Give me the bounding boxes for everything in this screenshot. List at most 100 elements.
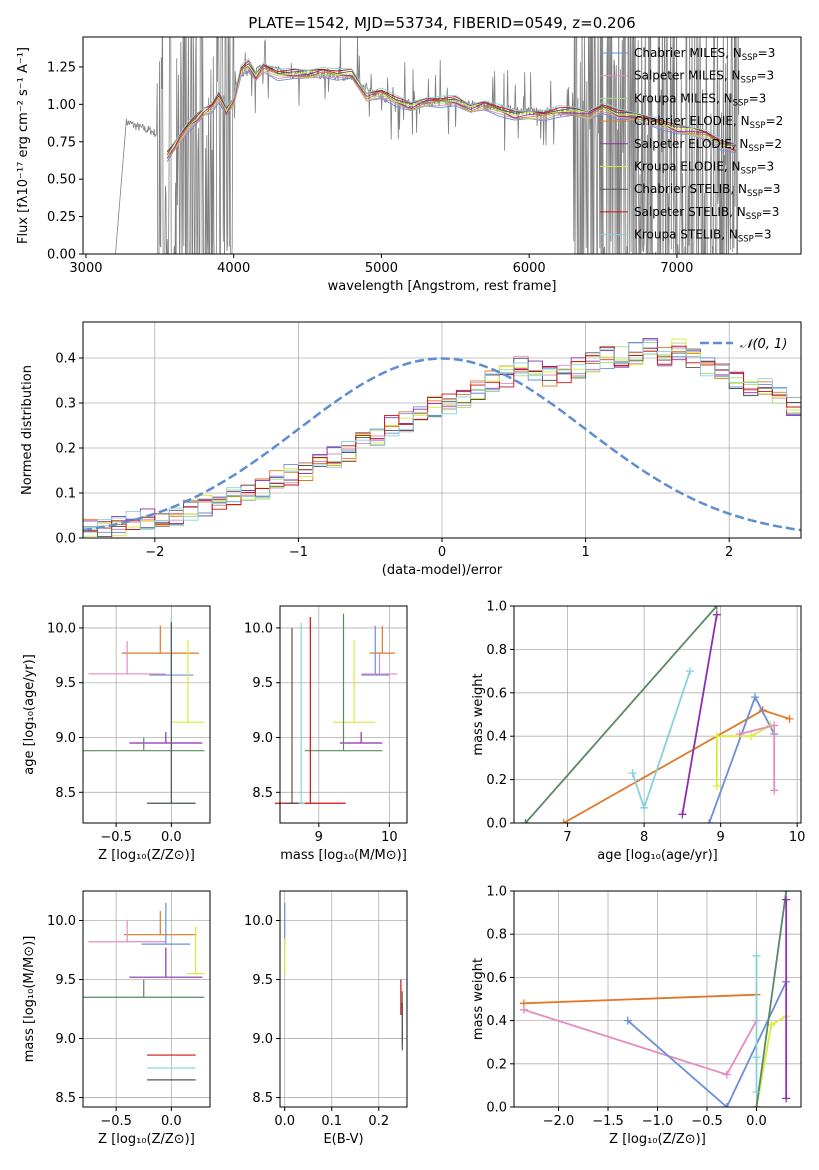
histogram-step [83,342,801,530]
model-line-kroupa-stelib [166,58,737,151]
y-tick-label: 9.0 [55,731,76,746]
y-tick-label: 1.25 [47,60,76,75]
weight-marker [751,693,760,702]
y-tick-label: 0.00 [47,248,76,263]
weight-marker [722,1070,731,1079]
y-tick-label: 9.5 [55,676,76,691]
x-tick-label: 0.0 [274,1114,295,1129]
weight-line [708,694,775,823]
legend-prefix: Salpeter STELIB, N [634,205,746,219]
weight-marker [678,810,687,819]
legend-prefix: Chabrier ELODIE, N [634,114,750,128]
weight-marker [747,732,756,741]
weight-marker [752,1103,761,1107]
x-tick-label: 10 [381,830,398,845]
x-tick-label: 1 [581,545,589,560]
spectrum-frame [82,36,802,255]
weight-marker [519,1005,528,1014]
legend-entry: Salpeter ELODIE, NSSP=2 [634,137,782,154]
legend-entry: Kroupa STELIB, NSSP=3 [634,228,772,245]
weight-marker [712,732,721,741]
legend-entry: Kroupa ELODIE, NSSP=3 [634,160,774,177]
weight-marker [628,769,637,778]
x-axis-label: wavelength [Angstrom, rest frame] [328,279,557,294]
y-tick-label: 8.5 [55,1091,76,1106]
x-tick-label: 0 [438,545,446,560]
legend-entry: Chabrier MILES, NSSP=3 [634,46,775,63]
legend-entry: Salpeter STELIB, NSSP=3 [634,205,779,222]
x-axis-label: age [log₁₀(age/yr)] [597,848,718,863]
weight-marker [722,1103,731,1107]
x-axis-label: mass [log₁₀(M/M⊙)] [280,848,407,863]
legend-prefix: Salpeter MILES, N [634,69,741,83]
y-tick-label: 8.5 [55,786,76,801]
y-tick-label: 8.5 [252,1091,273,1106]
model-line-salpeter-elodie [166,65,737,159]
legend-prefix: Kroupa STELIB, N [634,228,738,242]
weight-marker [712,606,721,610]
histogram-step [83,339,801,533]
y-tick-label: 0.6 [486,686,507,701]
legend-subscript: SSP [747,189,763,199]
x-tick-label: −0.5 [691,1114,723,1129]
x-tick-label: −2 [145,545,164,560]
chart-title: PLATE=1542, MJD=53734, FIBERID=0549, z=0… [248,14,635,32]
y-tick-label: 0.0 [486,817,507,832]
histogram-step [83,347,801,525]
x-tick-label: 8 [640,830,648,845]
x-tick-label: 0.0 [161,830,182,845]
legend-subscript: SSP [741,76,757,86]
model-line-chabrier-stelib [166,63,737,155]
weight-marker [640,803,649,812]
weight-line [755,891,788,1107]
legend-prefix: Salpeter ELODIE, N [634,137,748,151]
y-tick-label: 9.5 [252,973,273,988]
y-tick-label: 9.0 [252,1032,273,1047]
y-tick-label: 0.2 [486,773,507,788]
x-tick-label: 0.1 [321,1114,342,1129]
legend-entry: Kroupa MILES, NSSP=3 [634,91,766,108]
x-tick-label: 4000 [217,261,250,276]
x-axis-label: Z [log₁₀(Z/Z⊙)] [609,1132,706,1147]
y-tick-label: 9.5 [55,973,76,988]
legend-entry: Salpeter MILES, NSSP=3 [634,69,774,86]
weight-marker [785,714,794,723]
legend-subscript: SSP [741,167,757,177]
y-tick-label: 1.00 [47,98,76,113]
y-tick-label: 0.8 [486,643,507,658]
x-tick-label: −1.0 [642,1114,674,1129]
y-tick-label: 9.0 [252,731,273,746]
legend-suffix: =3 [756,69,774,83]
weight-marker [752,1087,761,1096]
y-axis-label: mass weight [471,958,486,1040]
x-tick-label: 0.0 [746,1114,767,1129]
weight-line [524,606,718,823]
weight-marker [782,1094,791,1103]
y-axis-label: age [log₁₀(age/yr)] [22,654,37,775]
legend-subscript: SSP [750,121,766,131]
legend-entry: Chabrier ELODIE, NSSP=2 [634,114,783,131]
y-axis-label: Normed distribution [20,365,35,495]
y-tick-label: 9.0 [55,1032,76,1047]
x-tick-label: 0.0 [161,1114,182,1129]
legend-prefix: Kroupa MILES, N [634,91,733,105]
weight-marker [686,667,695,676]
legend-prefix: Chabrier STELIB, N [634,182,747,196]
x-tick-label: 10 [789,830,806,845]
weight-panel-frame [513,605,802,824]
legend-entry: 𝒩(0, 1) [740,337,787,352]
y-tick-label: 1.0 [486,885,507,900]
y-tick-label: 10.0 [244,621,273,636]
weight-marker [735,730,744,739]
x-tick-label: −1 [289,545,308,560]
legend-suffix: =2 [766,114,784,128]
normal-curve [82,357,802,532]
errorbar-panel-frame [279,890,408,1108]
y-axis-label: mass weight [471,673,486,755]
x-tick-label: 0.2 [368,1114,389,1129]
x-tick-label: −0.5 [100,1114,132,1129]
y-tick-label: 0.2 [55,442,76,457]
weight-line [755,1015,787,1107]
legend-suffix: =3 [762,205,780,219]
weight-marker [752,951,761,960]
